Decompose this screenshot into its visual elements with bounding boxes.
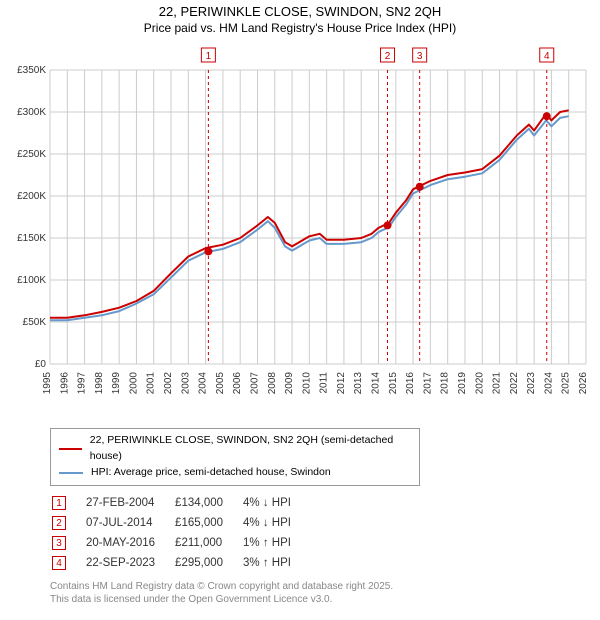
svg-text:2018: 2018	[440, 372, 451, 395]
svg-text:£200K: £200K	[17, 191, 46, 202]
marker-pct: 4% ↓ HPI	[243, 514, 309, 532]
svg-text:2025: 2025	[561, 372, 572, 395]
marker-row: 1 27-FEB-2004£134,0004% ↓ HPI	[52, 494, 309, 512]
legend-label: HPI: Average price, semi-detached house,…	[91, 465, 331, 481]
svg-text:2003: 2003	[180, 372, 191, 395]
svg-text:2007: 2007	[249, 372, 260, 395]
svg-text:2016: 2016	[405, 372, 416, 395]
svg-text:2001: 2001	[146, 372, 157, 395]
svg-text:2020: 2020	[474, 372, 485, 395]
line-chart-svg: £0 £50K £100K £150K £200K £250K £300K £350K 1995…	[8, 42, 592, 422]
svg-text:2015: 2015	[388, 372, 399, 395]
attribution-line: This data is licensed under the Open Gov…	[50, 593, 592, 606]
svg-text:2017: 2017	[422, 372, 433, 395]
marker-pct: 4% ↓ HPI	[243, 494, 309, 512]
svg-text:2013: 2013	[353, 372, 364, 395]
marker-pct: 3% ↑ HPI	[243, 554, 309, 572]
legend-swatch	[59, 472, 83, 474]
svg-text:3: 3	[417, 51, 423, 62]
marker-row: 3 20-MAY-2016£211,0001% ↑ HPI	[52, 534, 309, 552]
attribution-text: Contains HM Land Registry data © Crown c…	[50, 580, 592, 606]
svg-text:2004: 2004	[198, 372, 209, 395]
chart-title: 22, PERIWINKLE CLOSE, SWINDON, SN2 2QH	[8, 4, 592, 21]
svg-text:1997: 1997	[77, 372, 88, 395]
svg-text:£250K: £250K	[17, 149, 46, 160]
svg-text:2023: 2023	[526, 372, 537, 395]
marker-price: £134,000	[175, 494, 241, 512]
svg-text:£150K: £150K	[17, 233, 46, 244]
marker-row: 2 07-JUL-2014£165,0004% ↓ HPI	[52, 514, 309, 532]
marker-date: 07-JUL-2014	[86, 514, 173, 532]
svg-text:2026: 2026	[578, 372, 589, 395]
svg-text:£100K: £100K	[17, 275, 46, 286]
marker-pct: 1% ↑ HPI	[243, 534, 309, 552]
svg-text:2005: 2005	[215, 372, 226, 395]
marker-badge: 2	[52, 516, 66, 530]
svg-text:2011: 2011	[319, 372, 330, 394]
chart-subtitle: Price paid vs. HM Land Registry's House …	[8, 21, 592, 37]
marker-badge: 4	[52, 556, 66, 570]
svg-text:2006: 2006	[232, 372, 243, 395]
svg-text:2022: 2022	[509, 372, 520, 395]
legend-item: 22, PERIWINKLE CLOSE, SWINDON, SN2 2QH (…	[59, 433, 411, 465]
svg-text:2021: 2021	[492, 372, 503, 395]
svg-text:2014: 2014	[371, 372, 382, 395]
svg-text:2002: 2002	[163, 372, 174, 395]
legend-label: 22, PERIWINKLE CLOSE, SWINDON, SN2 2QH (…	[90, 433, 411, 465]
svg-text:1: 1	[206, 51, 212, 62]
marker-badge: 1	[52, 496, 66, 510]
marker-badge: 3	[52, 536, 66, 550]
marker-price: £165,000	[175, 514, 241, 532]
svg-text:2: 2	[385, 51, 391, 62]
legend-swatch	[59, 448, 82, 450]
svg-text:2008: 2008	[267, 372, 278, 395]
svg-text:4: 4	[544, 51, 550, 62]
legend-item: HPI: Average price, semi-detached house,…	[59, 465, 411, 481]
chart-legend: 22, PERIWINKLE CLOSE, SWINDON, SN2 2QH (…	[50, 428, 420, 485]
svg-text:£300K: £300K	[17, 107, 46, 118]
marker-price: £211,000	[175, 534, 241, 552]
svg-text:2024: 2024	[543, 372, 554, 395]
marker-price: £295,000	[175, 554, 241, 572]
marker-date: 27-FEB-2004	[86, 494, 173, 512]
marker-row: 4 22-SEP-2023£295,0003% ↑ HPI	[52, 554, 309, 572]
svg-text:2009: 2009	[284, 372, 295, 395]
svg-text:1996: 1996	[59, 372, 70, 395]
attribution-line: Contains HM Land Registry data © Crown c…	[50, 580, 592, 593]
svg-text:2010: 2010	[301, 372, 312, 395]
marker-date: 20-MAY-2016	[86, 534, 173, 552]
marker-date: 22-SEP-2023	[86, 554, 173, 572]
svg-text:2012: 2012	[336, 372, 347, 395]
sale-markers-table: 1 27-FEB-2004£134,0004% ↓ HPI 2 07-JUL-2014…	[50, 492, 311, 574]
chart-plot: £0 £50K £100K £150K £200K £250K £300K £350K 1995…	[8, 42, 592, 422]
svg-text:2000: 2000	[128, 372, 139, 395]
svg-text:£50K: £50K	[23, 317, 47, 328]
svg-text:1999: 1999	[111, 372, 122, 395]
svg-text:1998: 1998	[94, 372, 105, 395]
svg-text:£350K: £350K	[17, 65, 46, 76]
svg-text:1995: 1995	[42, 372, 53, 395]
chart-container: 22, PERIWINKLE CLOSE, SWINDON, SN2 2QH P…	[0, 0, 600, 620]
svg-text:2019: 2019	[457, 372, 468, 395]
svg-text:£0: £0	[35, 359, 47, 370]
